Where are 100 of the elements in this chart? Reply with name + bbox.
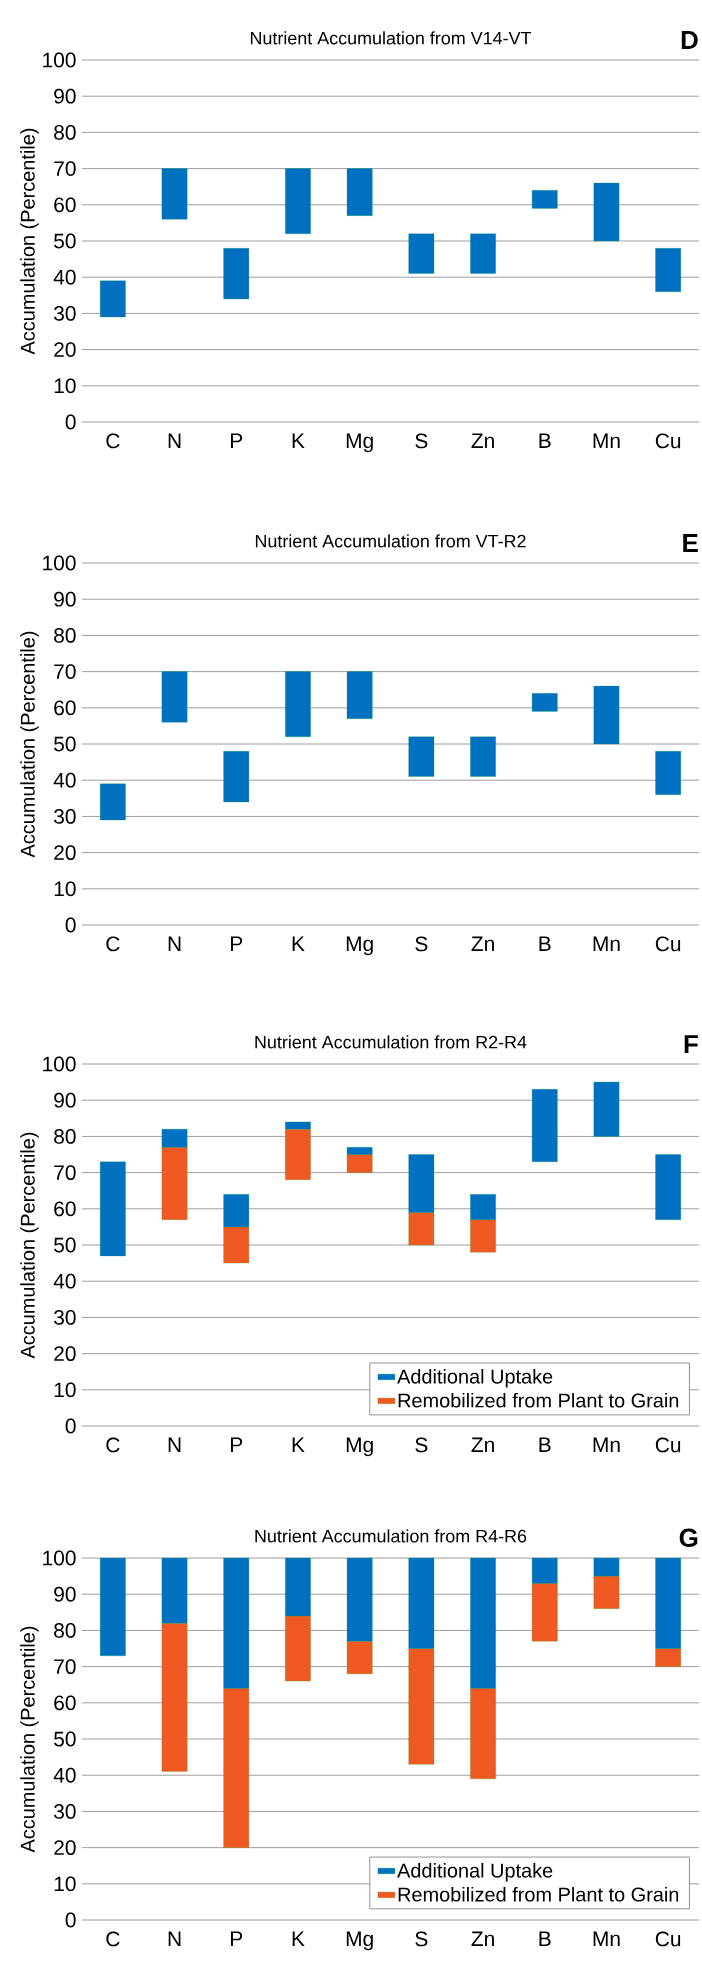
x-tick-label: Zn bbox=[471, 936, 494, 951]
y-tick-label: 60 bbox=[54, 1201, 76, 1217]
x-tick-label: K bbox=[292, 936, 305, 951]
y-tick-label: 80 bbox=[54, 124, 76, 140]
x-tick-label: P bbox=[230, 1931, 243, 1946]
x-tick-label: N bbox=[168, 433, 181, 448]
bar bbox=[408, 233, 435, 274]
y-tick-label: 80 bbox=[54, 1623, 76, 1638]
y-tick-label: 90 bbox=[54, 88, 76, 104]
bar bbox=[100, 783, 126, 821]
x-tick-label: S bbox=[415, 433, 428, 449]
bar bbox=[655, 248, 681, 292]
y-tick-label: 80 bbox=[54, 1129, 76, 1144]
x-tick-label: C bbox=[106, 433, 120, 449]
y-tick-label: 0 bbox=[65, 1912, 76, 1928]
x-tick-label: S bbox=[415, 1437, 428, 1453]
legend-label: Remobilized from Plant to Grain bbox=[398, 1392, 679, 1408]
y-tick-label: 50 bbox=[54, 736, 76, 752]
x-tick-label: Mn bbox=[593, 1931, 620, 1946]
y-tick-label: 100 bbox=[43, 52, 76, 68]
y-tick-label: 30 bbox=[54, 1310, 76, 1325]
y-tick-label: 90 bbox=[54, 591, 76, 607]
legend-label: Additional Uptake bbox=[397, 1863, 553, 1882]
y-tick-label: 40 bbox=[53, 1273, 76, 1289]
y-tick-label: 90 bbox=[54, 1092, 76, 1108]
y-axis-title: Accumulation (Percentile) bbox=[20, 631, 39, 858]
x-tick-label: S bbox=[415, 1931, 428, 1947]
text: F bbox=[684, 1035, 698, 1053]
x-tick-label: Mg bbox=[346, 433, 373, 453]
bar bbox=[470, 233, 496, 274]
bar bbox=[531, 693, 558, 712]
y-tick-label: 60 bbox=[54, 700, 76, 716]
legend-label: Remobilized from Plant to Grain bbox=[398, 1886, 679, 1902]
x-tick-label: P bbox=[230, 936, 243, 951]
y-tick-label: 20 bbox=[54, 342, 76, 358]
y-tick-label: 0 bbox=[65, 1418, 76, 1434]
x-tick-label: Zn bbox=[471, 1931, 494, 1946]
y-tick-label: 40 bbox=[53, 269, 76, 285]
y-tick-label: 70 bbox=[54, 161, 76, 177]
y-tick-label: 100 bbox=[43, 555, 76, 571]
bar bbox=[161, 671, 188, 723]
x-tick-label: Mn bbox=[593, 1437, 620, 1452]
y-tick-label: 60 bbox=[54, 197, 76, 213]
y-axis-title: Accumulation (Percentile) bbox=[20, 128, 39, 355]
x-tick-label: Mn bbox=[593, 433, 620, 448]
x-tick-label: C bbox=[106, 936, 120, 952]
x-tick-label: K bbox=[292, 1437, 305, 1452]
x-tick-label: P bbox=[230, 1437, 243, 1452]
y-tick-label: 40 bbox=[53, 1767, 76, 1783]
y-tick-label: 30 bbox=[54, 1804, 76, 1819]
bar bbox=[531, 190, 558, 209]
bar bbox=[655, 751, 681, 795]
bar bbox=[100, 280, 126, 318]
y-tick-label: 100 bbox=[43, 1550, 76, 1566]
x-tick-label: Cu bbox=[655, 1931, 681, 1947]
y-tick-label: 70 bbox=[54, 664, 76, 680]
text: D bbox=[681, 31, 698, 49]
bar bbox=[346, 671, 373, 719]
bar bbox=[285, 168, 311, 234]
legend-label: Additional Uptake bbox=[397, 1369, 553, 1388]
chart-title: Nutrient Accumulation from R2-R4 bbox=[255, 1035, 527, 1049]
x-tick-label: P bbox=[230, 433, 243, 448]
x-tick-label: S bbox=[415, 936, 428, 952]
bar bbox=[470, 736, 496, 777]
y-tick-label: 50 bbox=[54, 1237, 76, 1253]
y-tick-label: 100 bbox=[43, 1056, 76, 1072]
x-tick-label: Cu bbox=[655, 433, 681, 449]
x-tick-label: B bbox=[539, 936, 551, 951]
y-tick-label: 80 bbox=[54, 628, 76, 643]
bar bbox=[593, 182, 620, 242]
bar bbox=[408, 736, 435, 777]
y-tick-label: 10 bbox=[54, 1382, 76, 1398]
y-tick-label: 10 bbox=[54, 1876, 76, 1892]
x-tick-label: N bbox=[168, 1931, 181, 1946]
y-axis-title: Accumulation (Percentile) bbox=[20, 1626, 39, 1853]
y-tick-label: 20 bbox=[54, 845, 76, 861]
y-tick-label: 20 bbox=[54, 1840, 76, 1856]
y-tick-label: 70 bbox=[54, 1165, 76, 1181]
x-tick-label: B bbox=[539, 433, 551, 448]
y-tick-label: 40 bbox=[53, 772, 76, 788]
x-tick-label: Mg bbox=[346, 936, 373, 956]
y-tick-label: 50 bbox=[54, 1731, 76, 1747]
bar bbox=[223, 248, 250, 300]
x-tick-label: C bbox=[106, 1437, 120, 1453]
x-tick-label: N bbox=[168, 936, 181, 951]
y-tick-label: 10 bbox=[54, 378, 76, 394]
bar bbox=[285, 671, 311, 737]
x-tick-label: B bbox=[539, 1931, 551, 1946]
text: G bbox=[679, 1528, 698, 1547]
x-tick-label: Cu bbox=[655, 936, 681, 952]
y-tick-label: 20 bbox=[54, 1346, 76, 1362]
y-axis-title: Accumulation (Percentile) bbox=[20, 1132, 39, 1359]
x-tick-label: C bbox=[106, 1931, 120, 1947]
x-tick-label: Zn bbox=[471, 1437, 494, 1452]
bar bbox=[346, 168, 373, 216]
x-tick-label: K bbox=[292, 433, 305, 448]
y-tick-label: 50 bbox=[54, 233, 76, 249]
x-tick-label: K bbox=[292, 1931, 305, 1946]
y-tick-label: 70 bbox=[54, 1659, 76, 1675]
x-tick-label: Mg bbox=[346, 1931, 373, 1951]
